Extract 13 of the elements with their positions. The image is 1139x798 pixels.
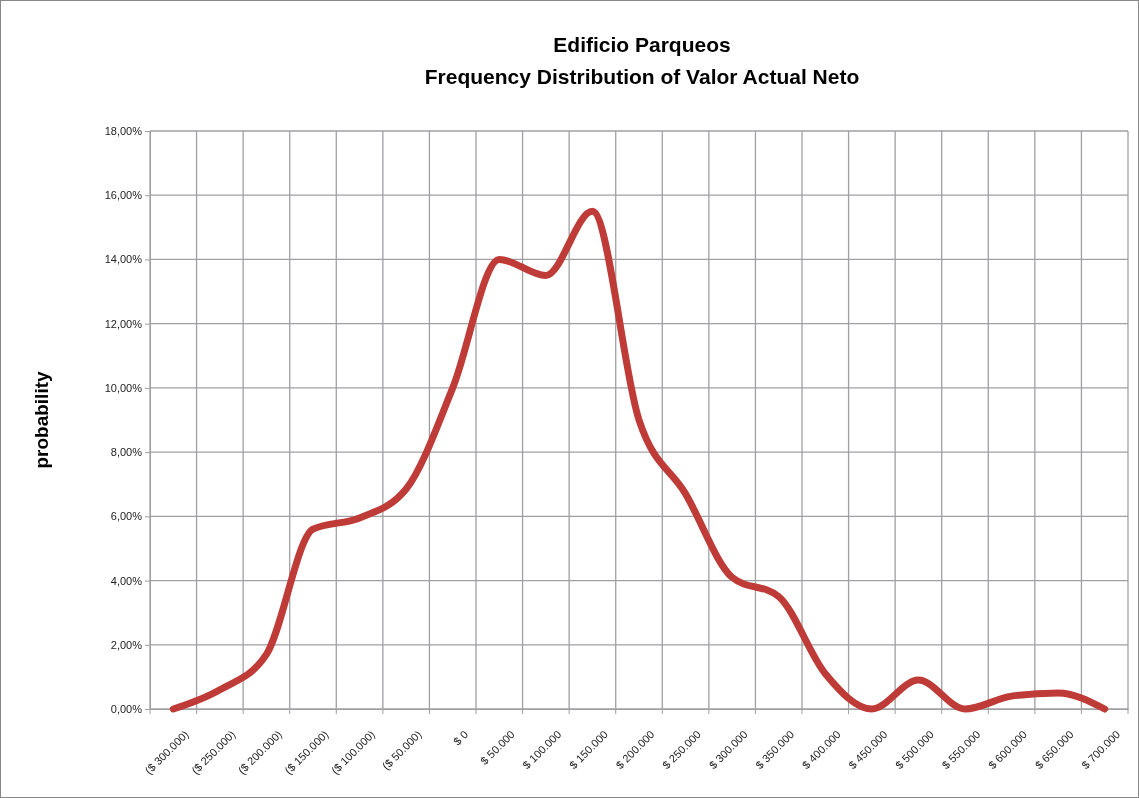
y-tick-label: 8,00% [110, 446, 143, 459]
x-tick-label: $ 0 [450, 728, 471, 748]
y-tick-label: 4,00% [110, 574, 143, 587]
y-tick-label: 18,00% [104, 125, 143, 138]
y-tick-label: 6,00% [110, 510, 143, 523]
y-tick-label: 12,00% [104, 317, 143, 330]
y-axis-title: probability [31, 371, 52, 469]
y-tick-label: 2,00% [110, 638, 143, 651]
y-tick-label: 16,00% [104, 189, 143, 202]
y-tick-label: 10,00% [104, 381, 143, 394]
y-tick-label: 0,00% [110, 703, 143, 716]
y-tick-label: 14,00% [104, 253, 143, 266]
chart-title: Edificio Parqueos Frequency Distribution of Valor Actual Neto [424, 33, 860, 88]
